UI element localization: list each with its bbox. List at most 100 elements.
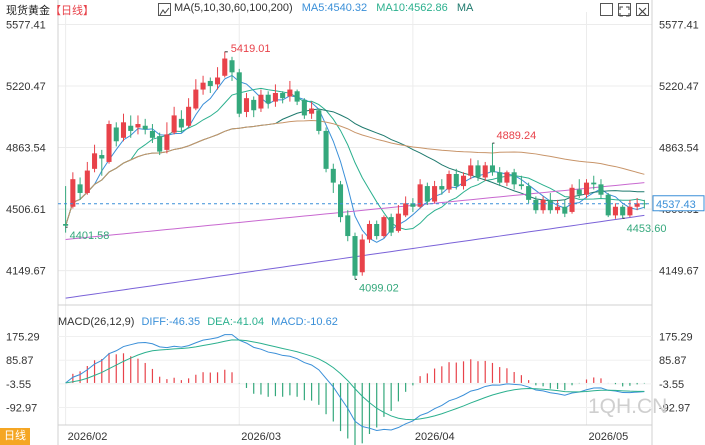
ma-more[interactable]: MA — [456, 2, 474, 14]
candle-body — [583, 182, 590, 195]
candle-body — [113, 127, 119, 142]
candle-body — [634, 203, 640, 207]
price-tick-right: 4149.67 — [659, 266, 699, 278]
checkbox-icon[interactable] — [600, 3, 613, 16]
price-annotations: 4537.43 5419.01 4889.24 4099.02 4401.58 4453.… — [58, 43, 705, 294]
close-icon[interactable] — [636, 3, 649, 16]
footer-tag[interactable]: 日线 — [0, 428, 30, 445]
price-tick-right: 4863.54 — [659, 143, 699, 155]
macd-panel: 175.29 175.29 85.87 85.87 -3.55 -3.55 -92.97 -9… — [6, 332, 693, 445]
price-tick-left: 4863.54 — [6, 143, 46, 155]
candle-body — [511, 172, 517, 185]
candle-body — [366, 223, 373, 240]
candle-body — [207, 80, 213, 87]
candle-body — [446, 174, 452, 190]
candle-body — [294, 91, 300, 102]
candle-body — [641, 203, 647, 205]
ma-label: MA(5,10,30,60,100,200) — [174, 2, 293, 14]
footer-label: 日线 — [4, 430, 26, 442]
candle-body — [345, 215, 351, 237]
annotation-4889.24: 4889.24 — [496, 130, 536, 142]
candle-body — [287, 89, 293, 97]
candle-body — [612, 206, 618, 216]
candle-body — [280, 93, 286, 99]
candle-body — [301, 99, 307, 116]
candle-body — [106, 124, 112, 162]
candle-body — [374, 223, 380, 237]
price-tick-left: 5577.41 — [6, 20, 46, 32]
annotation-4099.02: 4099.02 — [359, 282, 399, 294]
settings-icon[interactable] — [158, 3, 171, 16]
candle-body — [309, 108, 315, 114]
price-axis: 5577.41 5577.41 5220.47 5220.47 4863.54 4863.… — [6, 20, 699, 278]
candle-body — [337, 184, 344, 218]
period-label[interactable]: 【日线】 — [50, 5, 94, 17]
candle-body — [432, 186, 438, 202]
candle-body — [99, 155, 105, 159]
candle-body — [620, 206, 626, 216]
candle-body — [388, 217, 394, 233]
candle-body — [533, 199, 539, 211]
annotation-4401.58: 4401.58 — [70, 230, 110, 242]
candle-body — [352, 236, 358, 276]
macd-label: MACD(26,12,9) — [58, 316, 135, 328]
macd-value: MACD:-10.62 — [271, 316, 338, 328]
annotation-4453.60: 4453.60 — [627, 223, 667, 235]
candle-body — [381, 217, 387, 237]
candle-body — [178, 118, 184, 128]
candle-body — [193, 89, 199, 109]
ma60-line — [65, 120, 645, 226]
candle-body — [171, 115, 177, 133]
ma100-line — [65, 182, 645, 241]
time-tick: 2026/03 — [241, 431, 281, 443]
candle-body — [258, 94, 264, 109]
annotation-5419.01: 5419.01 — [231, 43, 271, 55]
price-tick-left: 4149.67 — [6, 266, 46, 278]
macd-tick-right: -3.55 — [659, 379, 684, 391]
candle-body — [526, 186, 532, 200]
macd-legend: MACD(26,12,9) DIFF:-46.35 DEA:-41.04 MAC… — [58, 316, 338, 328]
fullscreen-icon[interactable] — [618, 3, 631, 17]
candle-body — [92, 153, 98, 169]
candle-body — [359, 239, 365, 273]
macd-tick-left: -3.55 — [6, 379, 31, 391]
candle-body — [63, 223, 69, 226]
time-tick: 2026/04 — [415, 431, 455, 443]
candle-body — [70, 179, 76, 207]
candle-body — [77, 184, 83, 193]
candle-body — [186, 106, 192, 126]
ma10-value: MA10:4562.86 — [376, 2, 448, 14]
candle-body — [157, 136, 163, 152]
candle-body — [330, 168, 336, 183]
price-tick-left: 4506.61 — [6, 204, 46, 216]
candle-body — [497, 172, 503, 183]
macd-tick-right: -92.97 — [659, 403, 690, 415]
candle-body — [555, 206, 561, 211]
ma5-value: MA5:4540.32 — [301, 2, 368, 14]
time-tick: 2026/05 — [589, 431, 629, 443]
candle-body — [120, 122, 127, 138]
macd-dea-line — [65, 339, 645, 421]
candle-body — [142, 125, 148, 130]
candle-body — [272, 93, 278, 102]
candle-body — [576, 189, 582, 195]
candle-body — [453, 174, 459, 187]
candle-body — [200, 82, 206, 90]
macd-tick-left: 85.87 — [6, 355, 34, 367]
candle-body — [149, 130, 155, 138]
macd-tick-right: 85.87 — [659, 355, 687, 367]
macd-tick-right: 175.29 — [659, 332, 693, 344]
candlesticks — [63, 51, 647, 280]
candle-body — [598, 184, 604, 195]
watermark-text: 1QH.CN — [588, 395, 668, 418]
watermark: 1QH.CN — [588, 395, 667, 419]
last-price-label: 4537.43 — [656, 199, 696, 211]
candle-body — [518, 184, 524, 187]
candle-body — [222, 58, 228, 76]
candle-body — [482, 165, 488, 178]
candle-body — [569, 187, 575, 212]
candle-body — [323, 130, 329, 169]
candle-body — [265, 94, 271, 104]
candle-body — [540, 199, 546, 211]
